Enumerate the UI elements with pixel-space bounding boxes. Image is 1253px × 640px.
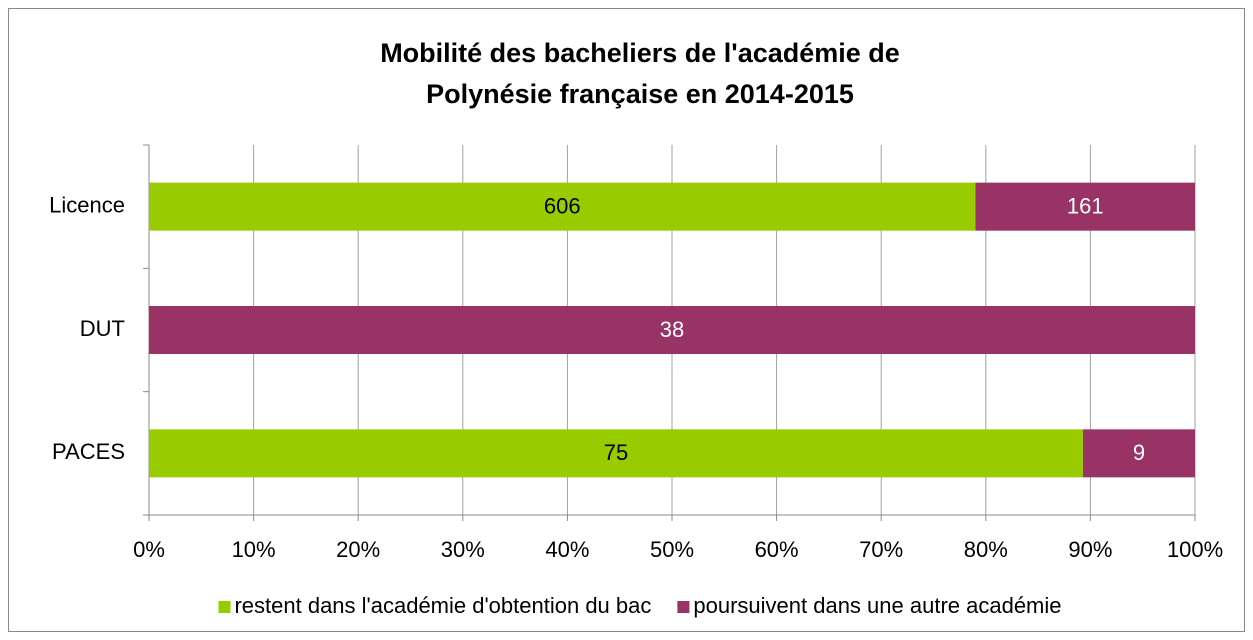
x-tick-label: 50% [650,537,694,562]
chart-title: Mobilité des bacheliers de l'académie de [380,38,900,68]
data-label: 9 [1133,440,1145,465]
x-tick-label: 20% [336,537,380,562]
x-tick-label: 10% [232,537,276,562]
bar-segment [149,429,1083,478]
legend-swatch [218,601,231,613]
x-tick-label: 30% [441,537,485,562]
data-label: 38 [660,317,684,342]
data-label: 75 [604,440,628,465]
data-label: 161 [1067,193,1104,218]
y-tick-label: Licence [49,192,125,217]
y-tick-label: PACES [52,439,125,464]
bar-segment [1082,429,1195,478]
x-tick-label: 100% [1167,537,1223,562]
data-label: 606 [544,193,581,218]
x-tick-label: 40% [545,537,589,562]
bar-segment [149,306,1195,354]
legend-swatch [677,601,690,613]
legend-label: poursuivent dans une autre académie [693,593,1061,618]
x-tick-label: 80% [964,537,1008,562]
legend-label: restent dans l'académie d'obtention du b… [234,593,651,618]
bar-segment [149,182,976,231]
chart-title: Polynésie française en 2014-2015 [426,79,854,109]
x-tick-label: 60% [755,537,799,562]
bar-segment [975,182,1195,231]
y-tick-label: DUT [80,316,125,341]
x-tick-label: 0% [133,537,165,562]
x-tick-label: 70% [859,537,903,562]
x-tick-label: 90% [1068,537,1112,562]
